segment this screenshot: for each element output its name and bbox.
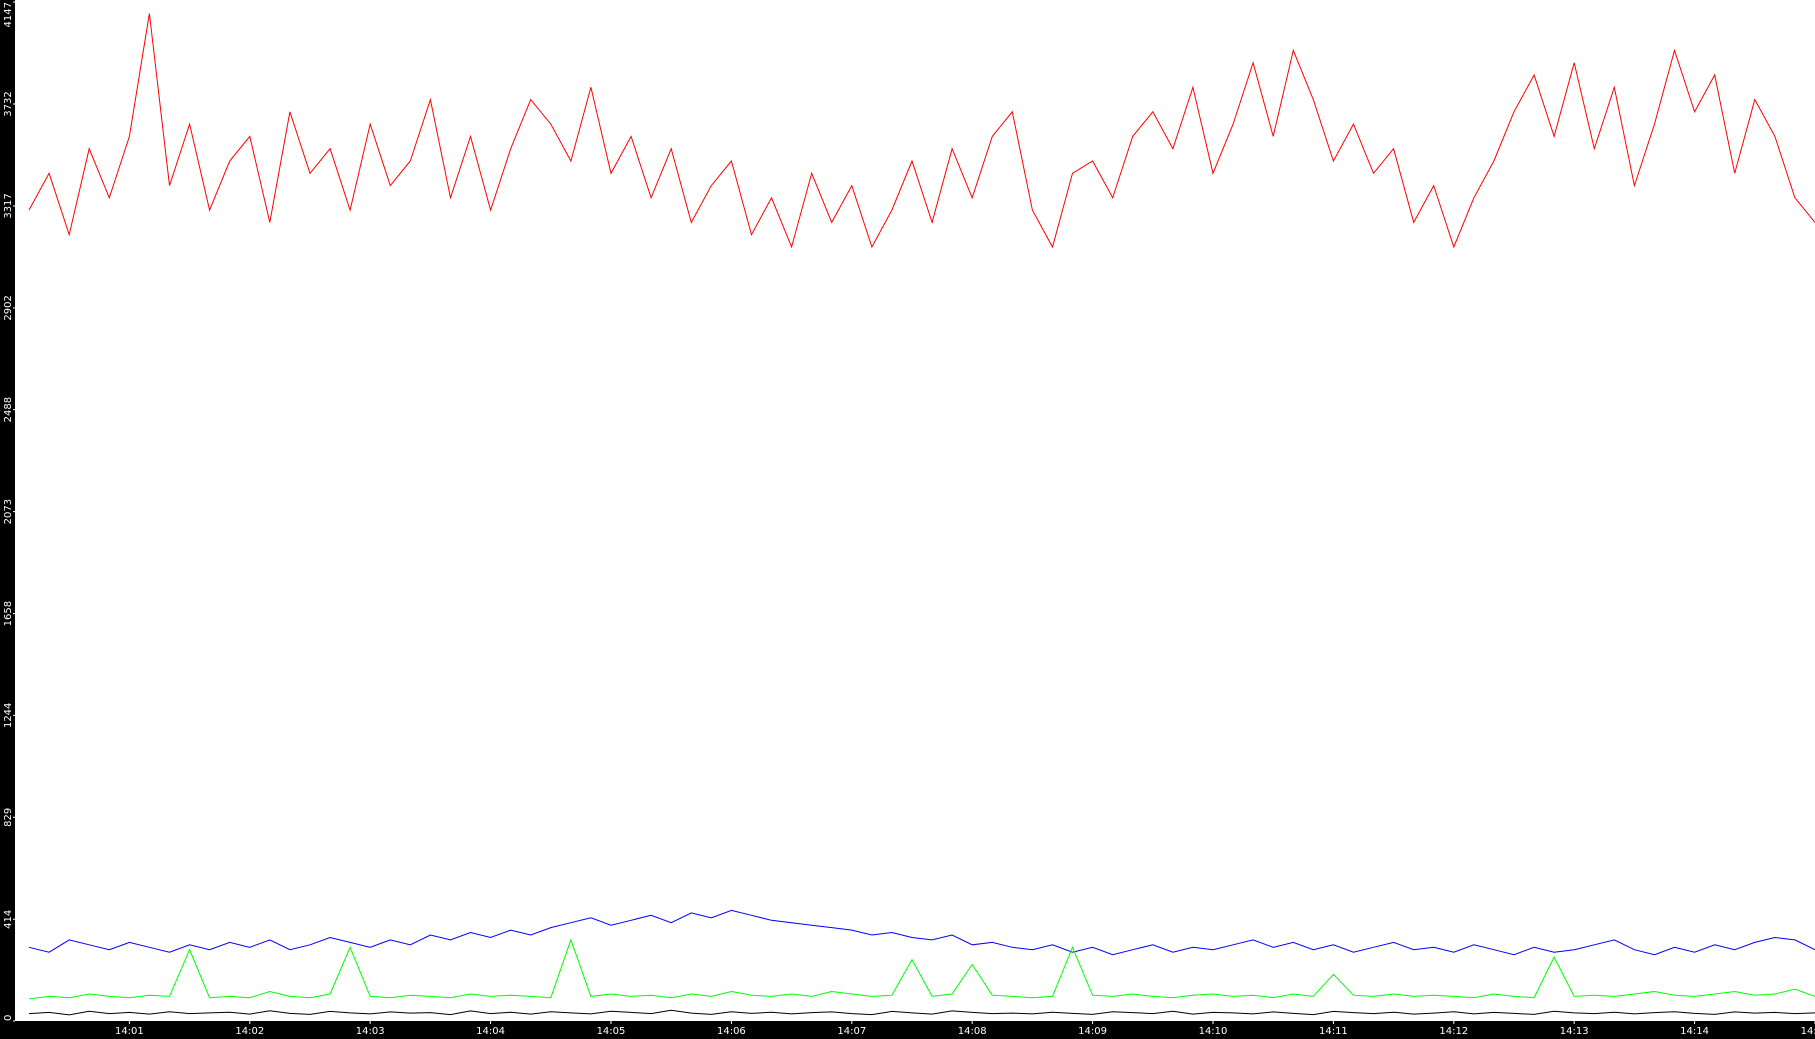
x-tick-label: 14:11 xyxy=(1319,1026,1348,1037)
y-tick-label: 2902 xyxy=(3,295,14,320)
y-tick-label: 1658 xyxy=(3,601,14,626)
x-tick-label: 14:12 xyxy=(1439,1026,1468,1037)
y-tick-label: 3732 xyxy=(3,91,14,116)
series-line xyxy=(28,1009,1815,1016)
y-tick-label: 0 xyxy=(3,1015,14,1021)
y-axis-strip xyxy=(0,0,15,1039)
y-tick-label: 829 xyxy=(3,808,14,827)
x-tick-label: 14:04 xyxy=(476,1026,505,1037)
x-tick-label: 14:15 xyxy=(1801,1026,1815,1037)
y-tick-label: 414 xyxy=(3,910,14,929)
x-tick-label: 14:02 xyxy=(235,1026,264,1037)
x-tick-label: 14:14 xyxy=(1680,1026,1709,1037)
x-tick-label: 14:09 xyxy=(1078,1026,1107,1037)
x-tick-label: 14:07 xyxy=(837,1026,866,1037)
series-line xyxy=(28,13,1815,249)
x-tick-label: 14:06 xyxy=(717,1026,746,1037)
y-tick-label: 1244 xyxy=(3,703,14,728)
x-tick-label: 14:08 xyxy=(958,1026,987,1037)
x-tick-label: 14:01 xyxy=(115,1026,144,1037)
x-tick-label: 14:13 xyxy=(1560,1026,1589,1037)
y-tick-label: 2073 xyxy=(3,499,14,524)
x-tick-label: 14:05 xyxy=(597,1026,626,1037)
series-line xyxy=(28,938,1815,1000)
y-tick-label: 2488 xyxy=(3,397,14,422)
x-axis-strip xyxy=(0,1021,1815,1039)
x-tick-label: 14:03 xyxy=(356,1026,385,1037)
x-tick-label: 14:10 xyxy=(1199,1026,1228,1037)
y-tick-label: 3317 xyxy=(3,193,14,218)
series-line xyxy=(28,909,1815,956)
y-tick-label: 4147 xyxy=(3,2,14,27)
